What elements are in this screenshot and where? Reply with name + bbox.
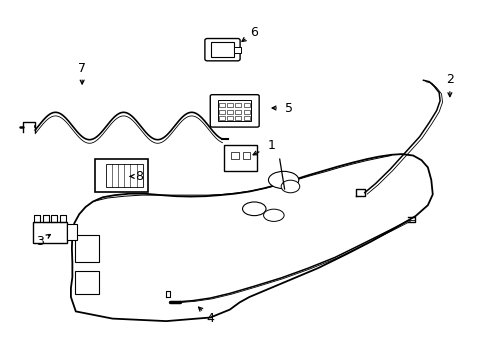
Ellipse shape: [242, 202, 265, 216]
Bar: [243, 117, 249, 120]
Text: 8: 8: [135, 170, 143, 183]
Bar: [105, 164, 142, 187]
Bar: [242, 152, 250, 159]
Bar: [235, 117, 241, 120]
Bar: [230, 152, 238, 159]
Bar: [33, 222, 66, 243]
Ellipse shape: [281, 180, 299, 193]
Bar: [227, 110, 233, 114]
Text: 5: 5: [284, 102, 292, 114]
Ellipse shape: [263, 209, 284, 221]
Bar: [219, 103, 224, 107]
Ellipse shape: [268, 171, 298, 189]
Bar: [235, 103, 241, 107]
Bar: [227, 117, 233, 120]
Bar: [219, 110, 224, 114]
Text: 7: 7: [78, 62, 86, 75]
Bar: [243, 103, 249, 107]
FancyBboxPatch shape: [204, 39, 240, 61]
Text: 3: 3: [36, 235, 44, 248]
Bar: [75, 271, 99, 294]
Bar: [235, 110, 241, 114]
Text: 1: 1: [267, 139, 275, 152]
Bar: [210, 42, 234, 57]
Bar: [75, 235, 99, 262]
Bar: [218, 100, 251, 121]
Polygon shape: [71, 154, 432, 321]
Bar: [243, 110, 249, 114]
Text: 2: 2: [445, 73, 453, 86]
Bar: [224, 145, 257, 171]
FancyBboxPatch shape: [66, 224, 77, 240]
FancyBboxPatch shape: [210, 95, 259, 127]
FancyBboxPatch shape: [234, 47, 241, 53]
Text: 4: 4: [206, 312, 214, 325]
Bar: [227, 103, 233, 107]
Text: 6: 6: [250, 26, 258, 39]
Bar: [219, 117, 224, 120]
Bar: [95, 159, 147, 192]
